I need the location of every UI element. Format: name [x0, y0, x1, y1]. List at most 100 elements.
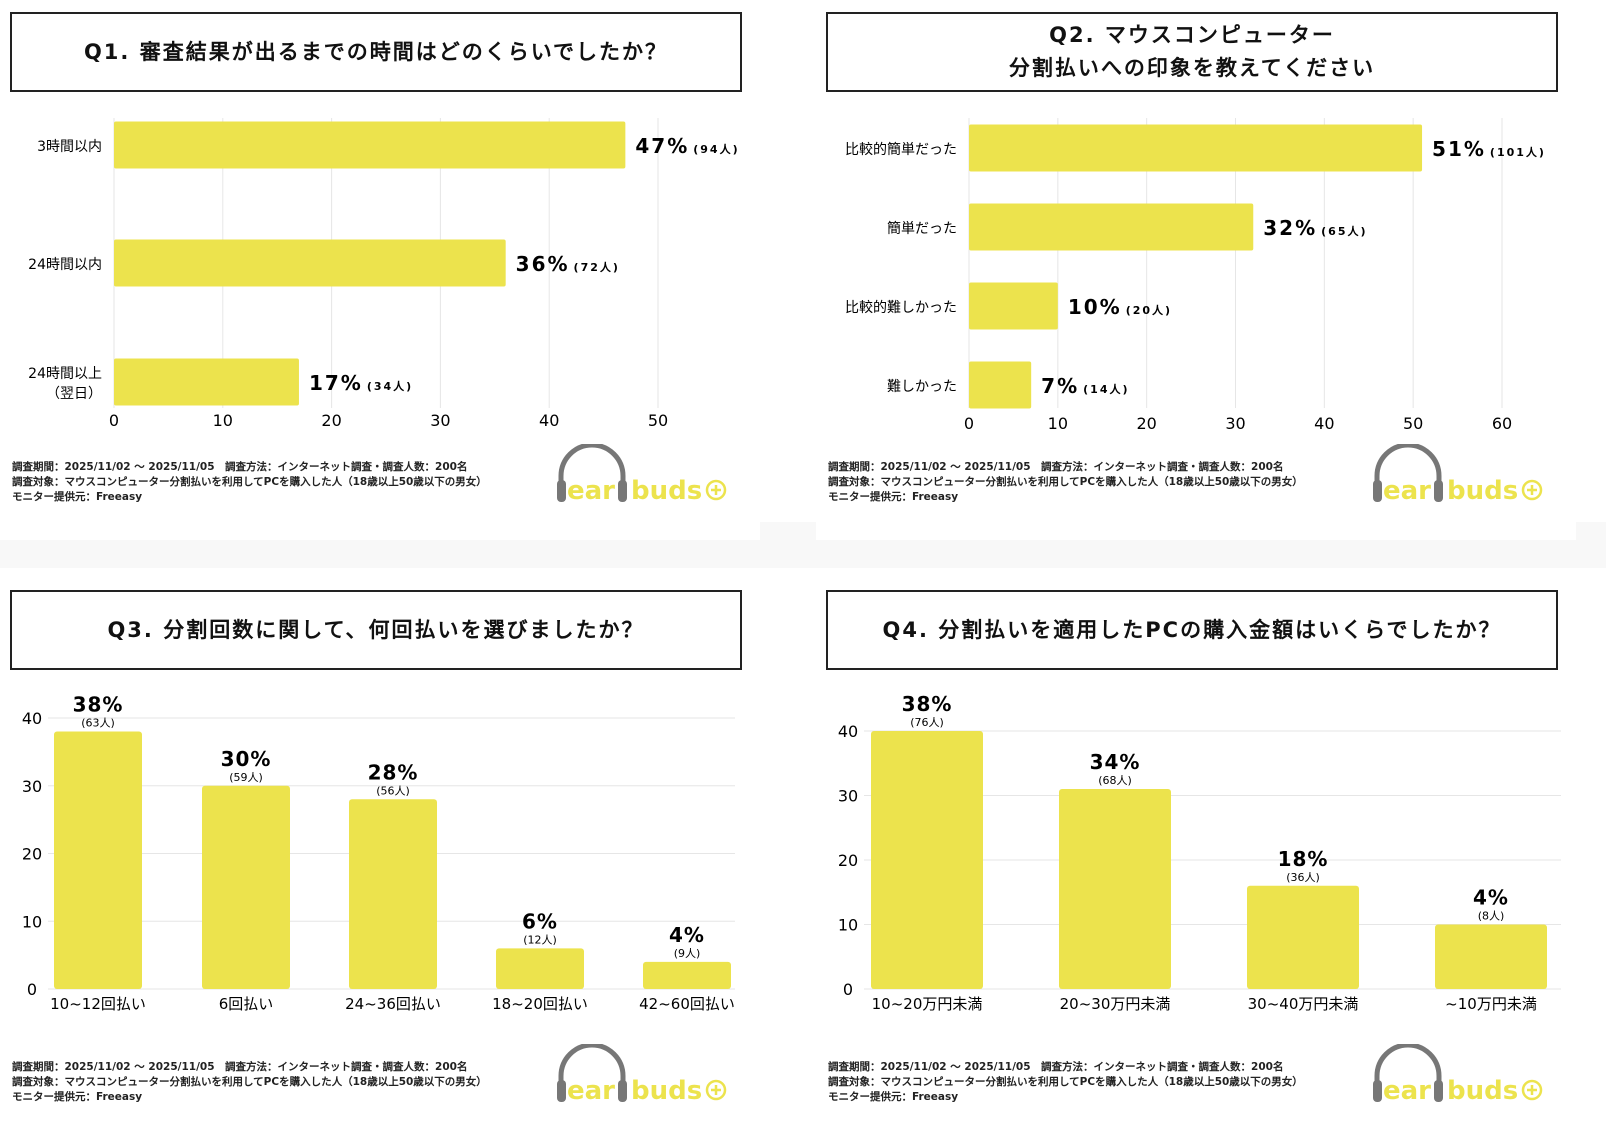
earcup-right [618, 1080, 627, 1102]
plus-icon [1527, 1085, 1537, 1095]
logo-text: buds [1447, 1076, 1518, 1106]
chart-panel-q1: Q1. 審査結果が出るまでの時間はどのくらいでしたか？ 0 10 20 30 40 50 3時… [0, 0, 760, 540]
count-label: (20人) [1126, 303, 1172, 317]
bar [349, 799, 437, 989]
footer-line1: 調査期間：2025/11/02 ～ 2025/11/05 調査方法：インターネッ… [828, 1061, 1284, 1073]
y-tick-label: 0 [843, 980, 853, 999]
x-tick-label: 30 [430, 411, 450, 430]
category-label: 10~12回払い [50, 995, 146, 1013]
survey-footer: 調査期間：2025/11/02 ～ 2025/11/05 調査方法：インターネッ… [828, 1060, 1303, 1105]
bar [969, 282, 1058, 330]
data-label: 47% (94人) [635, 134, 739, 158]
footer-line2: 調査対象：マウスコンピューター分割払いを利用してPCを購入した人（18歳以上50… [828, 476, 1303, 488]
data-label: 4% [1473, 886, 1509, 910]
data-label: 38% [902, 692, 953, 716]
earcup-right [618, 480, 627, 502]
chart-title: Q3. 分割回数に関して、何回払いを選びましたか？ [107, 617, 645, 642]
logo-text: ear [1383, 1076, 1431, 1106]
category-label: 18~20回払い [492, 995, 588, 1013]
data-label: 51% (101人) [1432, 137, 1546, 161]
logo-text: buds [631, 476, 702, 506]
x-tick-label: 40 [539, 411, 559, 430]
bar [969, 361, 1032, 409]
headband [558, 1044, 626, 1092]
plus-circle-icon [705, 479, 727, 501]
y-tick-label: 10 [22, 912, 42, 931]
data-label: 18% [1278, 847, 1329, 871]
earbuds-logo: ear buds [1369, 1044, 1549, 1106]
count-label: (36人) [1286, 871, 1320, 884]
data-label: 38% [73, 693, 124, 717]
count-label: (9人) [674, 947, 701, 960]
bar [496, 948, 584, 989]
headphones-icon: ear buds [557, 444, 727, 506]
count-label: (65人) [1321, 224, 1367, 238]
category-label: 難しかった [887, 379, 957, 395]
chart-title-box: Q1. 審査結果が出るまでの時間はどのくらいでしたか？ [10, 12, 742, 92]
y-tick-label: 20 [838, 851, 858, 870]
data-label: 17% (34人) [309, 371, 413, 395]
footer-line2: 調査対象：マウスコンピューター分割払いを利用してPCを購入した人（18歳以上50… [828, 1076, 1303, 1088]
count-label: (34人) [367, 379, 413, 393]
category-label: 簡単だった [887, 221, 957, 237]
footer-line2: 調査対象：マウスコンピューター分割払いを利用してPCを購入した人（18歳以上50… [12, 1076, 487, 1088]
earbuds-logo: ear buds [553, 444, 733, 506]
footer-line1: 調査期間：2025/11/02 ～ 2025/11/05 調査方法：インターネッ… [828, 461, 1284, 473]
category-label: 10~20万円未満 [872, 995, 983, 1013]
data-label: 32% (65人) [1263, 216, 1367, 240]
y-tick-label: 40 [22, 709, 42, 728]
chart-title-box: Q4. 分割払いを適用したPCの購入金額はいくらでしたか？ [826, 590, 1558, 670]
y-tick-label: 10 [838, 916, 858, 935]
survey-footer: 調査期間：2025/11/02 ～ 2025/11/05 調査方法：インターネッ… [12, 460, 487, 505]
bar [54, 731, 142, 989]
plus-icon [711, 1085, 721, 1095]
category-label: 42~60回払い [639, 995, 735, 1013]
logo-text: ear [567, 476, 615, 506]
chart-svg: 0 10 20 30 40 50 60 比較的簡単だった 51% (101人) 簡単だった 32% (6… [845, 118, 1546, 433]
bar [114, 239, 506, 287]
category-label: ~10万円未満 [1445, 995, 1537, 1013]
x-tick-label: 10 [213, 411, 233, 430]
bar [1059, 789, 1171, 989]
footer-line2: 調査対象：マウスコンピューター分割払いを利用してPCを購入した人（18歳以上50… [12, 476, 487, 488]
bar [1435, 924, 1547, 989]
x-tick-label: 50 [1403, 414, 1423, 433]
footer-line1: 調査期間：2025/11/02 ～ 2025/11/05 調査方法：インターネッ… [12, 461, 468, 473]
earcup-right [1434, 1080, 1443, 1102]
data-label: 6% [522, 909, 558, 933]
x-tick-label: 50 [648, 411, 668, 430]
chart-svg: 0 10 20 30 40 10~20万円未満 38%(76人) 20~30万円未満 34%(6… [838, 692, 1561, 1013]
x-tick-label: 30 [1225, 414, 1245, 433]
chart-title: Q2. マウスコンピューター [1049, 23, 1335, 47]
plus-icon [711, 485, 721, 495]
count-label: (76人) [910, 716, 944, 729]
plus-circle-icon [1521, 479, 1543, 501]
survey-footer: 調査期間：2025/11/02 ～ 2025/11/05 調査方法：インターネッ… [828, 460, 1303, 505]
chart-title: 分割払いへの印象を教えてください [1008, 56, 1376, 80]
footer-line3: モニター提供元：Freeasy [12, 491, 143, 503]
x-tick-label: 20 [1136, 414, 1156, 433]
x-tick-label: 40 [1314, 414, 1334, 433]
data-label: 36% (72人) [516, 252, 620, 276]
chart-panel-q4: Q4. 分割払いを適用したPCの購入金額はいくらでしたか？ 0 10 20 30 40 10… [816, 578, 1576, 1118]
category-label: 比較的簡単だった [845, 142, 957, 158]
x-tick-label: 20 [321, 411, 341, 430]
count-label: (12人) [523, 933, 557, 946]
footer-line3: モニター提供元：Freeasy [12, 1091, 143, 1103]
earbuds-logo: ear buds [553, 1044, 733, 1106]
chart-title: Q4. 分割払いを適用したPCの購入金額はいくらでしたか？ [882, 617, 1502, 642]
footer-line1: 調査期間：2025/11/02 ～ 2025/11/05 調査方法：インターネッ… [12, 1061, 468, 1073]
category-label: （翌日） [46, 386, 102, 402]
chart-svg: 0 10 20 30 40 50 3時間以内 47% (94人) 24時間以内 36% (72人) 24… [28, 118, 739, 430]
y-tick-label: 30 [838, 787, 858, 806]
x-tick-label: 60 [1492, 414, 1512, 433]
footer-line3: モニター提供元：Freeasy [828, 491, 959, 503]
count-label: (68人) [1098, 774, 1132, 787]
chart-title-box: Q3. 分割回数に関して、何回払いを選びましたか？ [10, 590, 742, 670]
category-label: 24時間以内 [28, 257, 102, 273]
data-label: 34% [1090, 750, 1141, 774]
headband [1374, 1044, 1442, 1092]
footer-line3: モニター提供元：Freeasy [828, 1091, 959, 1103]
category-label: 30~40万円未満 [1248, 995, 1359, 1013]
plus-circle-icon [1521, 1079, 1543, 1101]
